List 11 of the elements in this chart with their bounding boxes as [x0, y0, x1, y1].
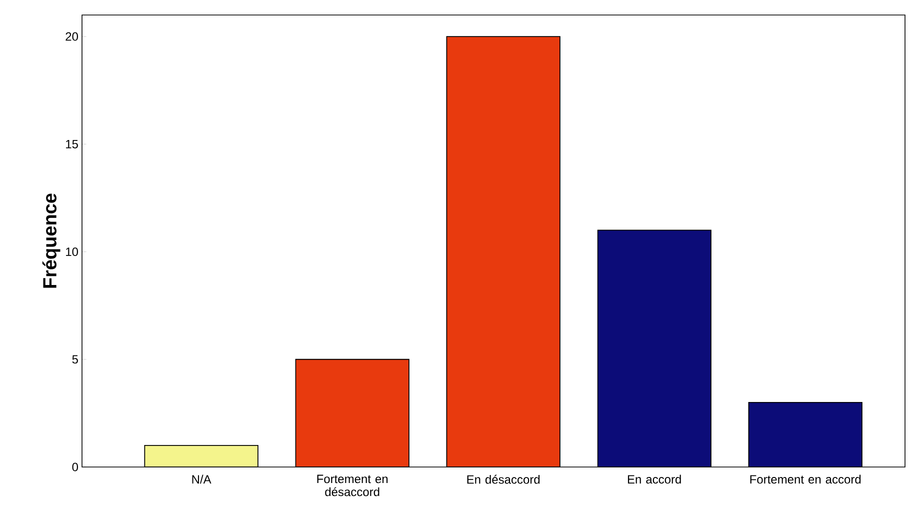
- y-axis-title: Fréquence: [42, 194, 60, 288]
- y-tick-label: 10: [66, 248, 78, 256]
- x-tick-label: N/A: [192, 474, 212, 484]
- y-tick-label: 5: [72, 355, 78, 364]
- x-tick-label: En accord: [628, 474, 681, 484]
- y-tick-label: 0: [72, 462, 78, 472]
- y-tick-label: 20: [66, 32, 78, 41]
- x-tick-label: Fortement en accord: [750, 474, 861, 484]
- x-tick-label: En désaccord: [467, 474, 540, 484]
- y-tick-label: 15: [66, 140, 78, 148]
- x-tick-label: Fortement en désaccord: [317, 474, 388, 496]
